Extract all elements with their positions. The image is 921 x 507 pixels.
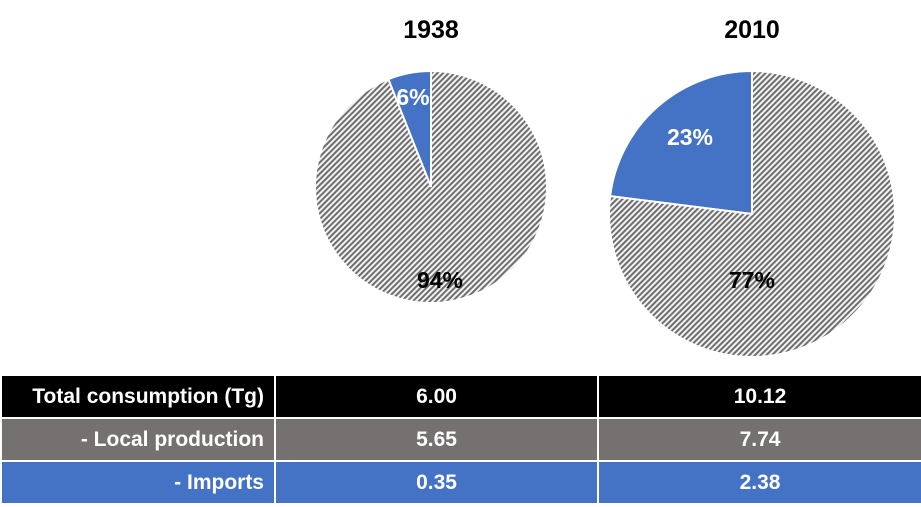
pie-label-2010-local-production: 77% <box>729 267 775 293</box>
consumption-table: Total consumption (Tg) 6.00 10.12 - Loca… <box>0 374 921 505</box>
pie-label-2010-imports: 23% <box>667 124 713 150</box>
cell-local-1938: 5.65 <box>274 417 599 462</box>
pie-slice-2010-imports <box>609 69 753 216</box>
table-row-total: Total consumption (Tg) 6.00 10.12 <box>0 374 921 419</box>
cell-imports-2010: 2.38 <box>597 460 921 505</box>
row-label-local-production: - Local production <box>0 417 276 462</box>
table-row-imports: - Imports 0.35 2.38 <box>0 460 921 505</box>
pie-slice-2010-local-production <box>608 69 896 358</box>
cell-local-2010: 7.74 <box>597 417 921 462</box>
pie-charts: 1938 6% 94% 2010 23% 77% <box>314 16 896 358</box>
pie-label-1938-local-production: 94% <box>417 267 463 293</box>
row-label-imports: - Imports <box>0 460 276 505</box>
cell-total-1938: 6.00 <box>274 374 599 419</box>
pie-title-2010: 2010 <box>724 16 780 44</box>
pie-slice-1938-local-production <box>314 69 548 304</box>
cell-total-2010: 10.12 <box>597 374 921 419</box>
row-label-total: Total consumption (Tg) <box>0 374 276 419</box>
pie-title-1938: 1938 <box>403 16 459 44</box>
cell-imports-1938: 0.35 <box>274 460 599 505</box>
table-row-local-production: - Local production 5.65 7.74 <box>0 417 921 462</box>
pie-label-1938-imports: 6% <box>396 84 429 110</box>
